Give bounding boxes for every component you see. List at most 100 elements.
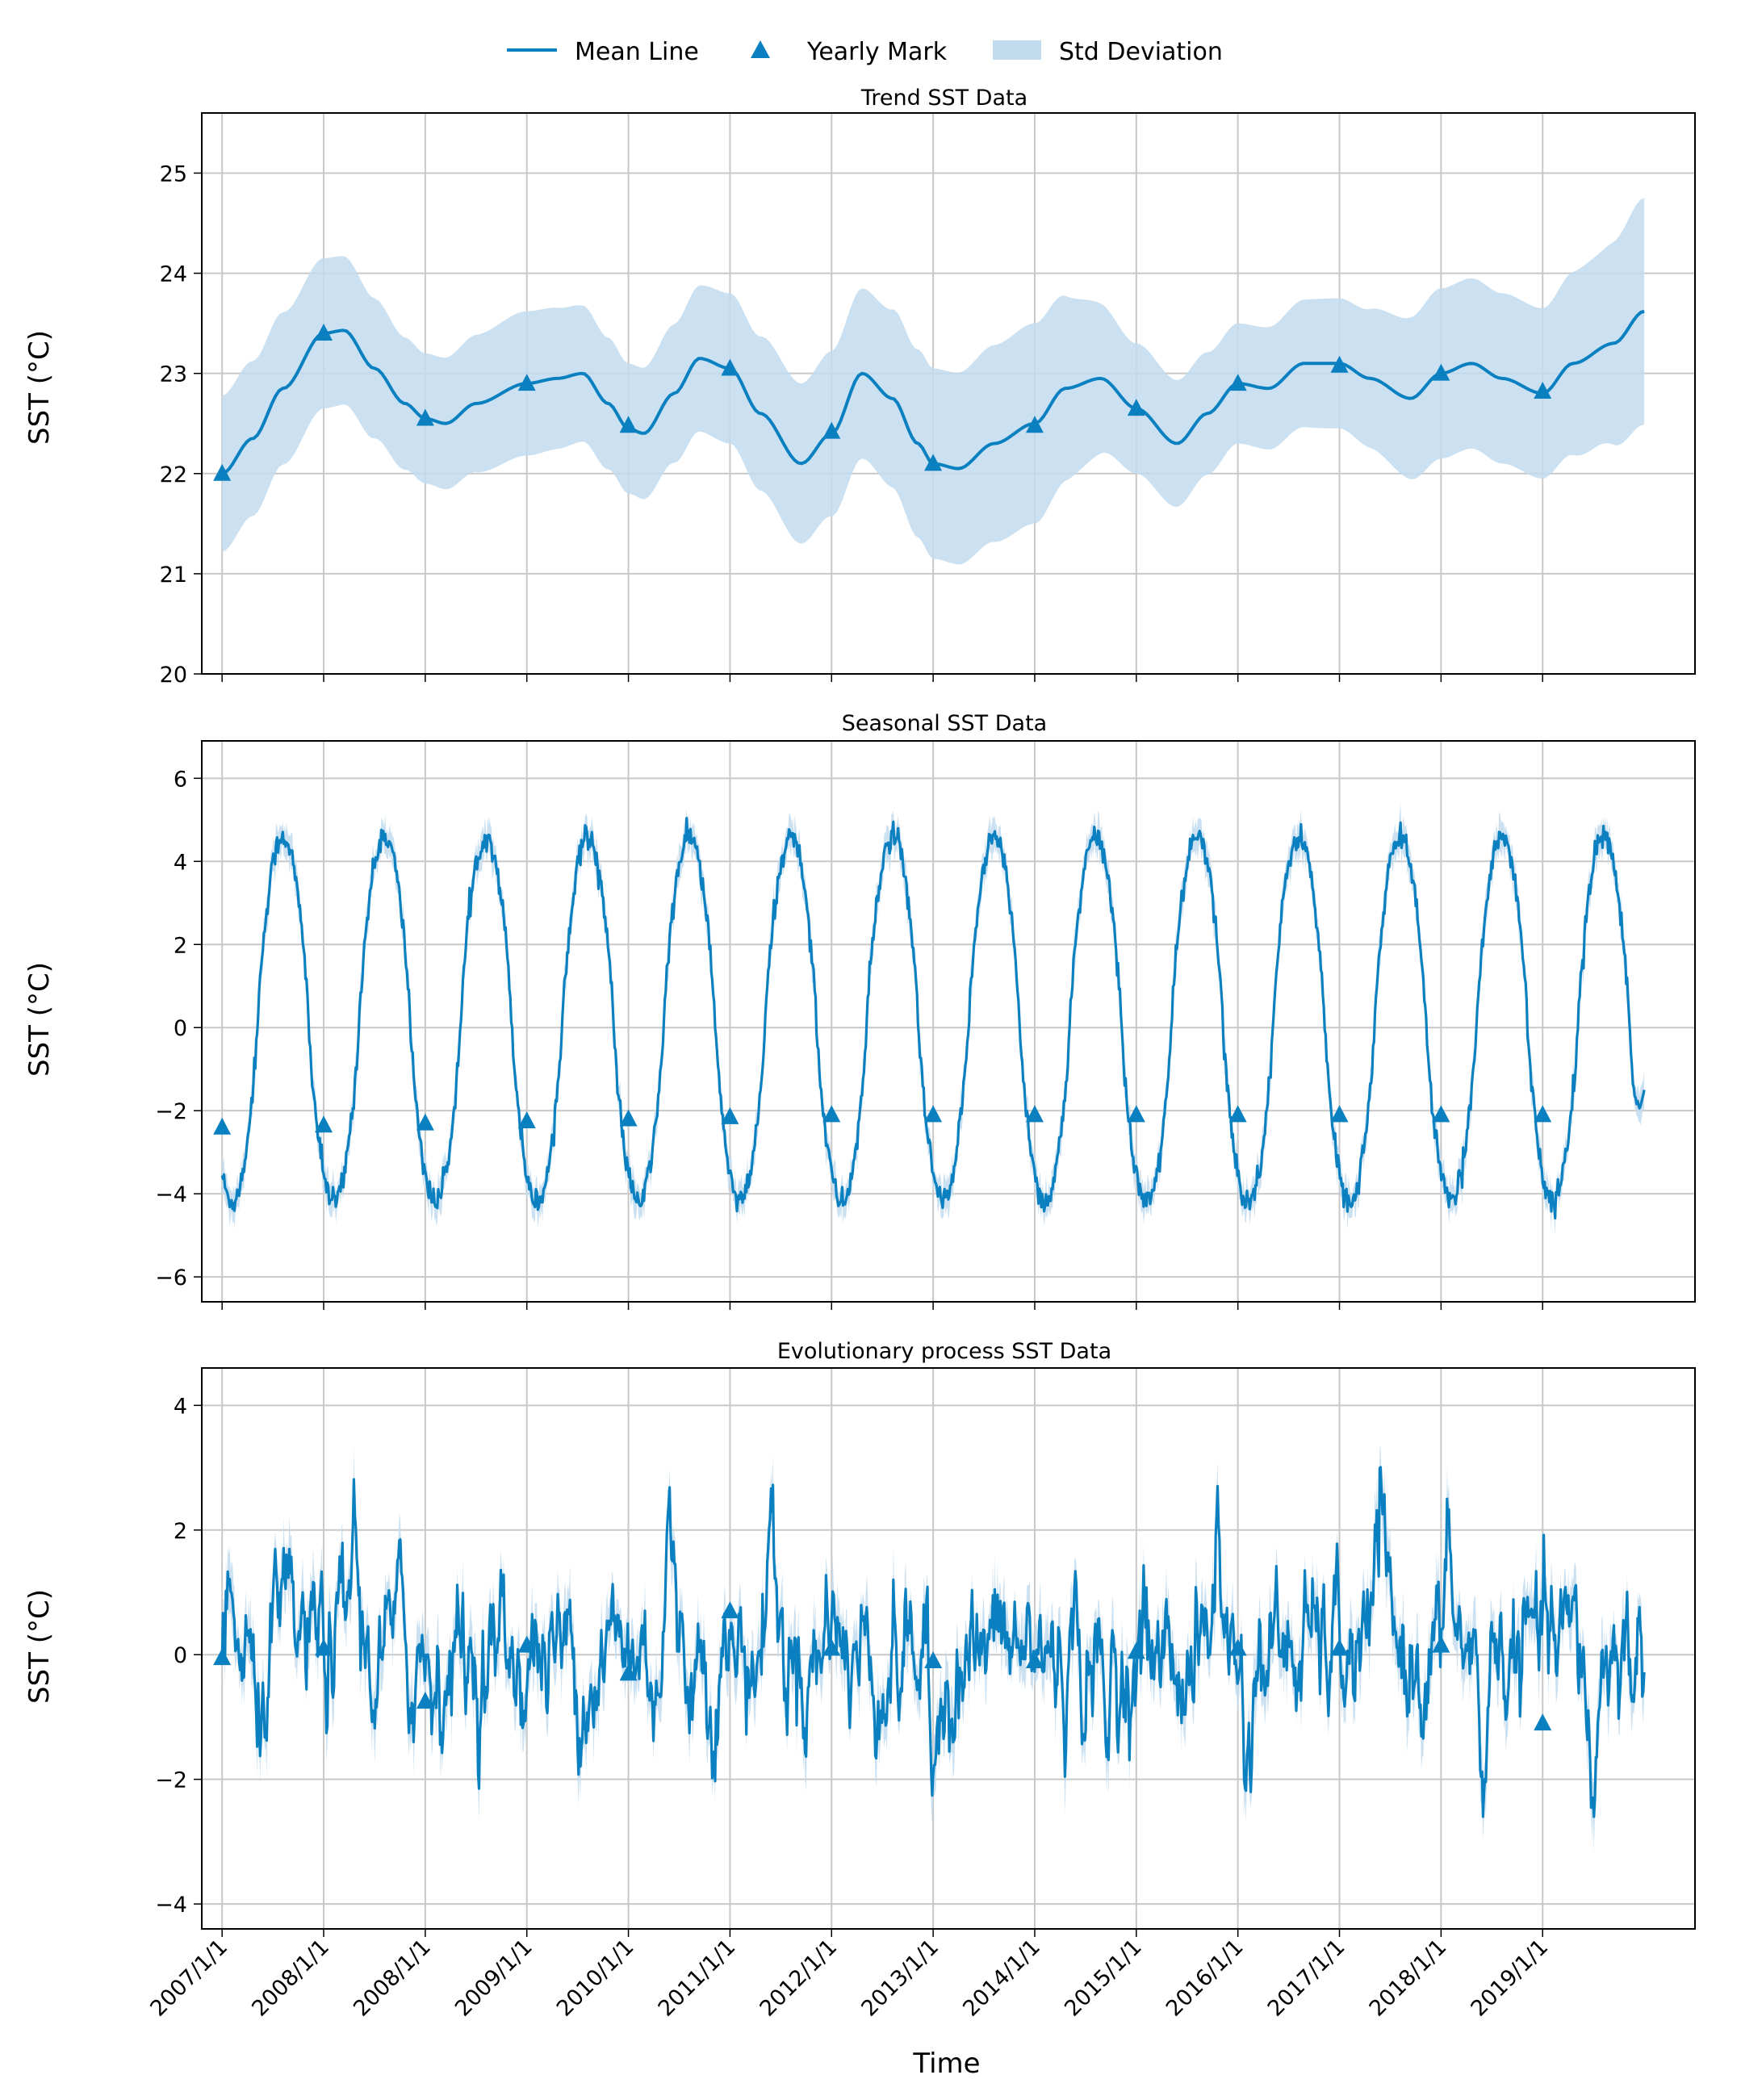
legend-std-swatch <box>993 40 1041 60</box>
x-tick-label: 2007/1/1 <box>145 1935 232 2022</box>
yearly-mark-point <box>1534 1713 1552 1731</box>
x-tick-label: 2014/1/1 <box>958 1935 1045 2022</box>
yearly-mark-point <box>213 463 232 481</box>
yearly-mark-point <box>1330 1105 1349 1123</box>
mean-line <box>220 1466 1646 1818</box>
std-deviation-band <box>222 198 1645 565</box>
legend-mark-label: Yearly Mark <box>806 38 948 66</box>
yearly-mark-point <box>1228 374 1247 391</box>
yearly-mark-point <box>1025 1105 1044 1123</box>
evolution-panel: Evolutionary process SST Data SST (°C) −… <box>23 1339 1696 1937</box>
x-tick-label: 2013/1/1 <box>856 1935 944 2022</box>
y-tick-label: −6 <box>155 1265 187 1291</box>
yearly-mark-point <box>1330 355 1349 373</box>
yearly-mark-point <box>619 1109 638 1127</box>
y-tick-label: 6 <box>174 767 187 792</box>
yearly-mark-point <box>721 1601 739 1619</box>
yearly-mark-point <box>416 1692 434 1709</box>
y-tick-label: 21 <box>160 563 187 588</box>
yearly-mark-point <box>315 324 333 341</box>
x-tick-label: 2008/1/1 <box>349 1935 436 2022</box>
trend-plot: 20 21 22 23 24 25 <box>160 112 1696 688</box>
y-tick-label: 24 <box>160 262 187 287</box>
plot-frame <box>201 740 1696 1303</box>
yearly-mark-point <box>1432 363 1450 381</box>
y-tick-label: 4 <box>174 1394 187 1419</box>
plot-frame <box>201 1367 1696 1930</box>
yearly-mark-point <box>822 421 841 439</box>
x-tick-label: 2015/1/1 <box>1060 1935 1147 2022</box>
yearly-mark-point <box>315 1638 333 1656</box>
yearly-mark-point <box>822 1105 841 1123</box>
yearly-mark-point <box>315 1115 333 1133</box>
yearly-mark-point <box>1228 1105 1247 1123</box>
yearly-mark-point <box>1534 1105 1552 1123</box>
trend-ylabel: SST (°C) <box>23 330 56 445</box>
y-tick-label: 22 <box>160 462 187 487</box>
yearly-mark-point <box>1127 1105 1145 1123</box>
legend: Mean Line Yearly Mark Std Deviation <box>507 38 1223 66</box>
legend-std-label: Std Deviation <box>1059 38 1223 66</box>
y-tick-label: 0 <box>174 1016 187 1041</box>
yearly-mark-point <box>619 1663 638 1681</box>
y-tick-label: 2 <box>174 933 187 958</box>
y-tick-label: −2 <box>155 1768 187 1793</box>
yearly-mark-point <box>721 1106 739 1124</box>
y-tick-label: −4 <box>155 1893 187 1918</box>
y-tick-label: −2 <box>155 1099 187 1124</box>
yearly-mark-point <box>517 374 536 391</box>
yearly-mark-point <box>1330 1638 1349 1656</box>
y-tick-label: 25 <box>160 161 187 186</box>
yearly-mark-point <box>1127 1642 1145 1659</box>
x-tick-label: 2009/1/1 <box>450 1935 538 2022</box>
yearly-mark-point <box>517 1635 536 1653</box>
yearly-mark-point <box>416 408 434 426</box>
evolution-title: Evolutionary process SST Data <box>777 1339 1111 1364</box>
x-tick-label: 2018/1/1 <box>1365 1935 1452 2022</box>
x-tick-label: 2012/1/1 <box>755 1935 843 2022</box>
legend-triangle-marker-icon <box>751 40 770 58</box>
yearly-mark-point <box>619 416 638 433</box>
yearly-mark-point <box>1432 1635 1450 1653</box>
plot-frame <box>201 112 1696 675</box>
yearly-mark-point <box>1127 399 1145 416</box>
legend-mean-label: Mean Line <box>575 38 699 66</box>
y-tick-label: 20 <box>160 663 187 688</box>
yearly-mark-point <box>924 1105 943 1123</box>
mean-line <box>220 817 1646 1219</box>
yearly-mark-point <box>213 1648 232 1666</box>
yearly-mark-point <box>924 1650 943 1668</box>
yearly-mark-point <box>517 1111 536 1129</box>
evolution-ylabel: SST (°C) <box>23 1589 56 1704</box>
yearly-mark-point <box>416 1113 434 1131</box>
yearly-mark-point <box>721 358 739 376</box>
y-tick-label: −4 <box>155 1182 187 1207</box>
y-tick-label: 4 <box>174 850 187 875</box>
yearly-mark-point <box>213 1117 232 1135</box>
trend-title: Trend SST Data <box>860 86 1027 111</box>
x-tick-label: 2008/1/1 <box>247 1935 334 2022</box>
x-tick-label: 2019/1/1 <box>1467 1935 1554 2022</box>
x-tick-labels: 2007/1/1 2008/1/1 2008/1/1 2009/1/1 2010/1/1… <box>145 1935 1553 2022</box>
seasonal-ylabel: SST (°C) <box>23 962 56 1077</box>
x-tick-label: 2011/1/1 <box>654 1935 741 2022</box>
x-tick-label: 2016/1/1 <box>1161 1935 1249 2022</box>
yearly-mark-point <box>1432 1105 1450 1123</box>
yearly-mark-point <box>1025 416 1044 433</box>
yearly-mark-point <box>1534 382 1552 400</box>
trend-panel: Trend SST Data SST (°C) 20 21 22 23 24 25 <box>23 86 1696 688</box>
y-tick-label: 23 <box>160 362 187 387</box>
x-tick-label: 2010/1/1 <box>552 1935 639 2022</box>
x-axis-label: Time <box>912 2048 980 2080</box>
yearly-mark-point <box>1228 1638 1247 1656</box>
std-deviation-band <box>222 804 1645 1236</box>
seasonal-title: Seasonal SST Data <box>842 711 1047 736</box>
x-tick-label: 2017/1/1 <box>1263 1935 1350 2022</box>
yearly-mark-point <box>822 1638 841 1656</box>
evolution-plot: −4 −2 0 2 4 <box>155 1367 1696 1937</box>
seasonal-plot: −6 −4 −2 0 2 4 6 <box>155 740 1696 1310</box>
seasonal-panel: Seasonal SST Data SST (°C) −6 −4 −2 0 2 4 6 <box>23 711 1696 1310</box>
yearly-mark-point <box>924 454 943 471</box>
yearly-mark-point <box>1025 1650 1044 1668</box>
